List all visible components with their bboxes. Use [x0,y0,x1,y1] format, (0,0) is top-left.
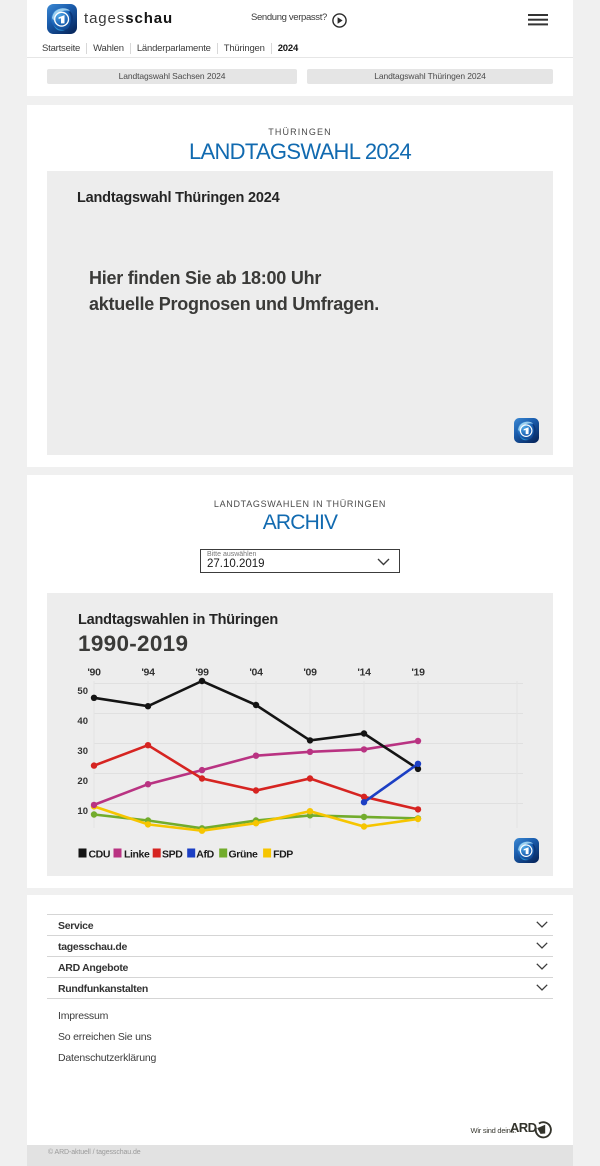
svg-text:'14: '14 [357,667,371,679]
svg-text:'99: '99 [195,667,209,679]
svg-text:50: 50 [77,686,88,697]
svg-text:Linke: Linke [124,849,150,861]
svg-text:30: 30 [77,746,88,757]
svg-text:AfD: AfD [196,849,214,861]
svg-text:'90: '90 [87,667,101,679]
svg-text:'94: '94 [141,667,155,679]
svg-text:'19: '19 [411,667,425,679]
svg-text:'09: '09 [303,667,317,679]
svg-text:CDU: CDU [89,849,111,861]
svg-text:10: 10 [77,806,88,817]
svg-text:SPD: SPD [162,849,183,861]
svg-text:Grüne: Grüne [229,849,258,861]
svg-text:'04: '04 [249,667,263,679]
svg-text:FDP: FDP [273,849,293,861]
svg-text:40: 40 [77,716,88,727]
svg-text:20: 20 [77,776,88,787]
